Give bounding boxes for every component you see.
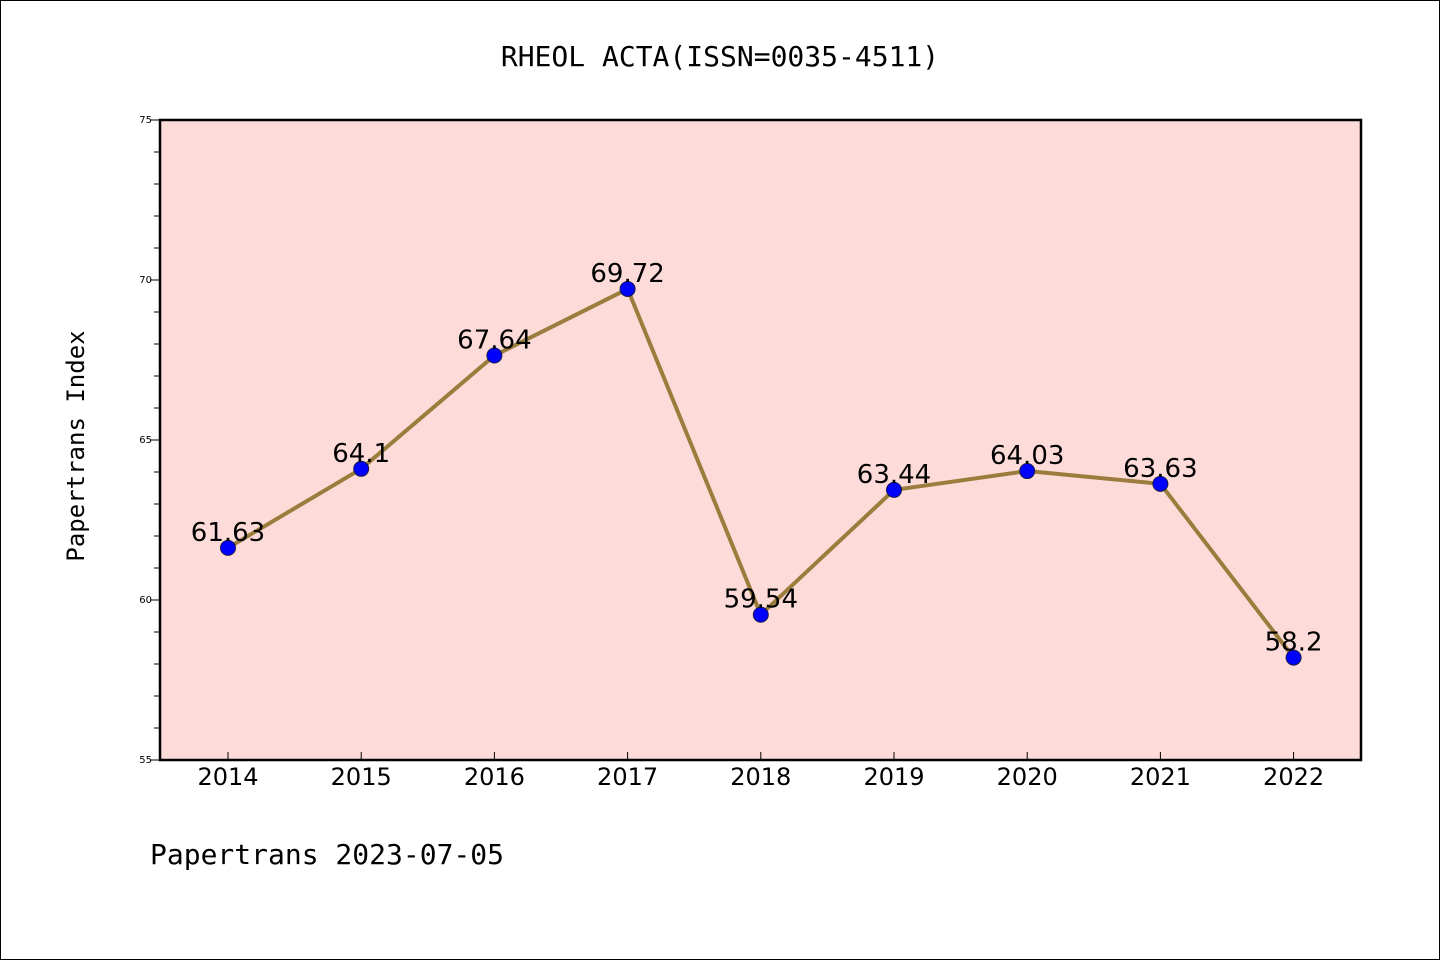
data-label: 63.63	[1123, 454, 1197, 484]
data-label: 64.1	[332, 439, 390, 469]
y-tick-label: 55	[139, 755, 152, 766]
data-point	[486, 347, 503, 364]
series-group	[220, 280, 1302, 666]
data-point	[752, 606, 769, 623]
data-point	[886, 481, 902, 498]
chart-title: RHEOL ACTA(ISSN=0035-4511)	[501, 40, 939, 73]
data-label: 67.64	[457, 326, 531, 356]
x-tick-label: 2021	[1130, 763, 1191, 791]
data-label: 64.03	[990, 441, 1064, 471]
y-tick-label: 65	[139, 435, 152, 446]
data-point	[220, 539, 236, 556]
data-point	[619, 280, 636, 297]
x-tick-label: 2014	[197, 763, 258, 791]
data-label: 59.54	[724, 585, 798, 615]
data-point	[1285, 649, 1302, 666]
x-tick-label: 2022	[1263, 763, 1324, 791]
y-tick-label: 75	[139, 115, 152, 126]
footer-date: Papertrans 2023-07-05	[150, 838, 504, 871]
data-label: 69.72	[590, 259, 664, 289]
y-axis: 55 60 65 70 75	[139, 115, 160, 766]
y-tick-label: 60	[139, 595, 152, 606]
plot-area	[158, 118, 1363, 762]
data-point	[1152, 475, 1169, 492]
x-tick-label: 2016	[464, 763, 525, 791]
data-labels: 61.63 64.1 67.64 69.72 59.54 63.44 64.03 63.63 5…	[191, 259, 1323, 658]
x-tick-label: 2019	[863, 763, 924, 791]
y-axis-label: Papertrans Index	[62, 330, 90, 561]
x-tick-label: 2018	[730, 763, 791, 791]
x-tick-label: 2020	[997, 763, 1058, 791]
data-label: 63.44	[857, 460, 931, 490]
x-axis: 2014 2015 2016 2017 2018 2019 2020 2021 2022	[197, 752, 1324, 791]
x-tick-label: 2015	[331, 763, 392, 791]
data-label: 58.2	[1265, 628, 1323, 658]
x-tick-label: 2017	[597, 763, 658, 791]
data-point	[353, 460, 370, 477]
data-point	[1019, 463, 1036, 480]
y-tick-label: 70	[139, 275, 152, 286]
data-label: 61.63	[191, 518, 265, 548]
